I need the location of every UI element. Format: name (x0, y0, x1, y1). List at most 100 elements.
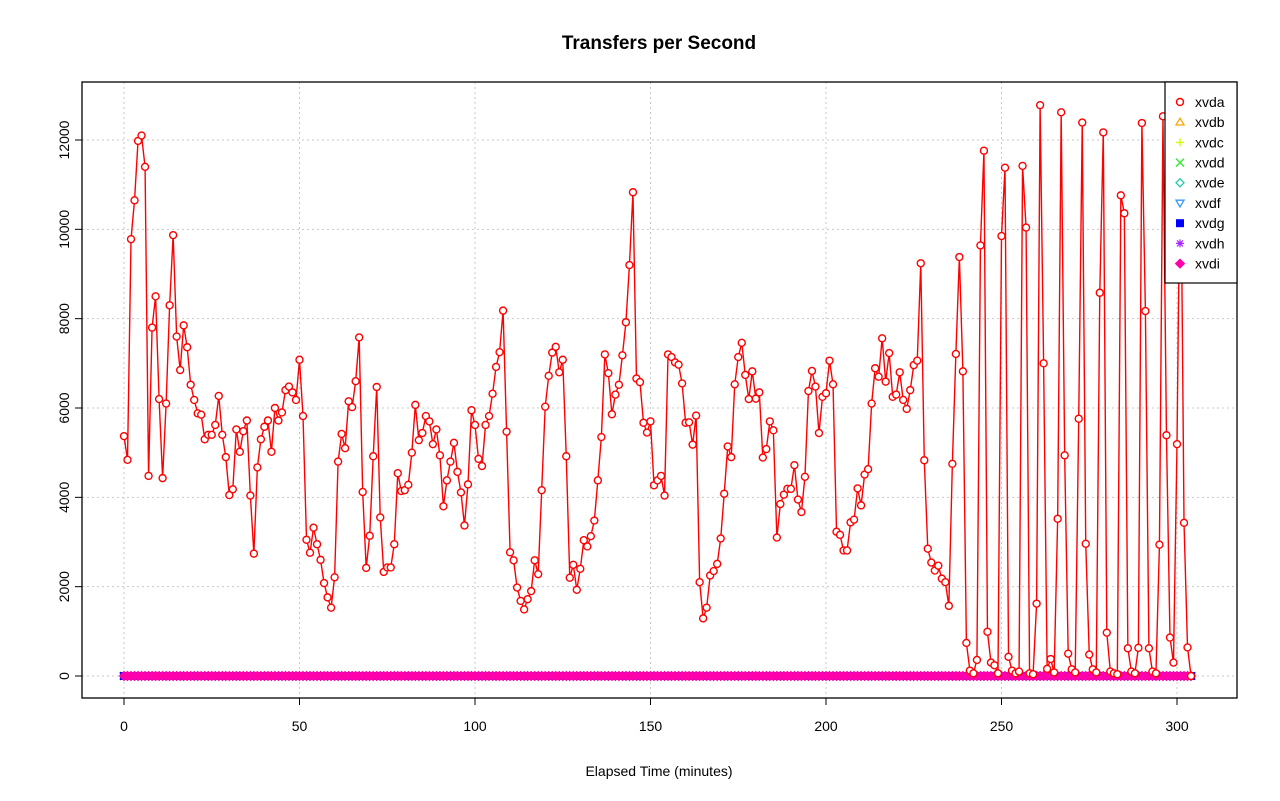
data-point-xvda (147, 323, 157, 332)
data-point-xvda (298, 411, 308, 421)
data-point-xvda (551, 342, 560, 352)
y-tick-label: 8000 (56, 303, 72, 334)
data-point-xvda (316, 555, 325, 565)
data-point-xvda (639, 418, 648, 427)
data-point-xvda (934, 561, 943, 570)
data-point-xvda (720, 489, 729, 498)
data-point-xvda (168, 230, 178, 240)
data-point-xvda (920, 456, 929, 465)
data-point-xvda (154, 394, 164, 404)
data-point-xvda (1056, 108, 1066, 117)
data-point-xvda (456, 488, 466, 497)
data-point-xvda (1014, 667, 1024, 676)
data-point-xvda (1172, 439, 1182, 449)
data-point-xvda (621, 318, 631, 327)
data-point-xvda (976, 241, 985, 250)
data-point-xvda (246, 491, 255, 500)
data-point-xvda (1183, 643, 1192, 652)
data-point-xvda (119, 431, 129, 441)
data-point-xvda (295, 355, 304, 364)
data-point-xvda (512, 583, 522, 592)
data-point-xvda (351, 377, 360, 386)
data-point-xvda (263, 416, 273, 425)
data-point-xvda (372, 382, 381, 392)
data-point-xvda (849, 515, 859, 524)
data-point-xvda (1046, 654, 1055, 664)
data-point-xvda (744, 394, 753, 404)
data-point-xvda (734, 352, 743, 362)
data-point-xvda (913, 356, 922, 365)
data-point-xvda (284, 382, 294, 391)
data-point-xvda (390, 540, 399, 549)
data-point-xvda (870, 364, 880, 373)
data-point-xvda (1165, 633, 1175, 642)
data-point-xvda (786, 484, 796, 494)
data-point-xvda (197, 410, 206, 419)
data-point-xvda (688, 440, 697, 449)
data-point-xvda (691, 411, 701, 420)
data-point-xvda (962, 638, 971, 648)
data-point-xvda (776, 499, 785, 509)
data-point-xvda (555, 368, 564, 377)
data-point-xvda (1081, 539, 1090, 548)
data-point-xvda (523, 594, 532, 604)
data-point-xvda (586, 531, 596, 541)
data-point-xvda (361, 563, 371, 573)
data-point-xvda (1144, 644, 1154, 653)
data-point-xvda (1085, 650, 1094, 659)
data-point-xvda (625, 260, 634, 270)
data-point-xvda (291, 395, 301, 405)
data-point-xvda (249, 549, 259, 558)
data-point-xvda (495, 347, 504, 357)
data-point-xvda (277, 408, 287, 417)
data-point-xvda (365, 531, 374, 540)
data-point-xvda (467, 406, 476, 415)
data-point-xvda (646, 417, 655, 426)
data-point-xvda (161, 399, 171, 408)
data-point-xvda (906, 385, 915, 395)
data-point-xvda (1155, 540, 1164, 549)
data-point-xvda (607, 410, 617, 419)
data-point-xvda (260, 422, 269, 431)
data-point-xvda (593, 476, 603, 485)
legend: xvda xvdb xvdc xvdd xvde xvdf xvdg xvdh xvdi (1164, 81, 1238, 284)
data-point-xvda (1134, 643, 1143, 653)
data-point-xvda (807, 366, 817, 376)
data-point-xvda (463, 480, 473, 489)
data-point-xvda (611, 390, 620, 399)
data-point-xvda (484, 411, 494, 421)
data-point-xvda (1053, 514, 1062, 523)
y-tick-label: 0 (56, 672, 72, 680)
data-point-xvda (1028, 670, 1038, 679)
data-point-xvda (453, 467, 462, 477)
data-point-xvda (1078, 118, 1087, 127)
data-point-xvda (505, 548, 515, 557)
y-tick-label: 10000 (56, 210, 72, 249)
data-point-xvda (583, 542, 592, 551)
data-point-xvda (460, 521, 469, 530)
data-point-xvda (941, 578, 950, 587)
data-point-xvda (684, 418, 694, 427)
x-tick-label: 200 (814, 718, 838, 734)
data-point-xvda (751, 394, 760, 403)
data-point-xvda (821, 389, 831, 398)
plot-area (118, 100, 1197, 682)
data-point-xvda (376, 513, 385, 522)
data-point-xvda (569, 560, 578, 569)
data-point-xvda (944, 601, 954, 611)
data-point-xvda (189, 395, 199, 405)
data-point-xvda (211, 420, 220, 430)
data-point-xvda (126, 234, 136, 244)
x-axis-label: Elapsed Time (minutes) (585, 763, 732, 779)
data-point-xvda (442, 476, 452, 485)
data-point-xvda (144, 471, 153, 481)
data-point-xvda (253, 463, 262, 472)
legend-marker-xvdg (1176, 219, 1184, 228)
data-point-xvda (748, 367, 757, 376)
data-point-xvda (242, 416, 252, 425)
data-point-xvda (674, 360, 683, 369)
data-point-xvda (256, 435, 266, 444)
data-point-xvda (797, 507, 806, 517)
data-point-xvda (140, 162, 150, 172)
